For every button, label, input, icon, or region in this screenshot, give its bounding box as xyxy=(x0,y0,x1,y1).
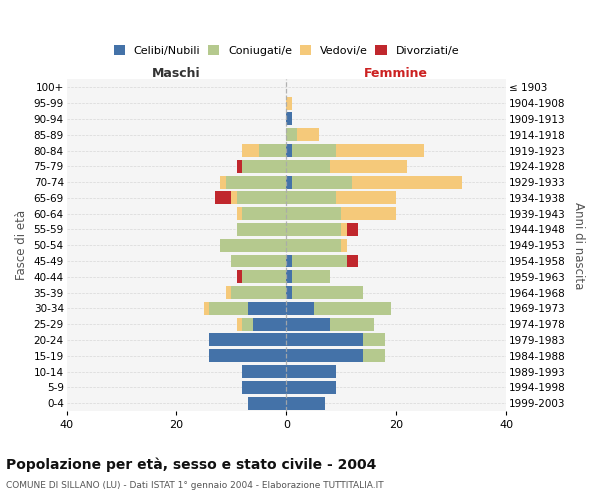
Bar xyxy=(286,128,297,141)
Bar xyxy=(314,302,391,315)
Bar xyxy=(286,192,336,204)
Bar xyxy=(237,223,286,236)
Bar xyxy=(286,207,341,220)
Bar xyxy=(336,192,396,204)
Bar xyxy=(237,160,242,173)
Legend: Celibi/Nubili, Coniugati/e, Vedovi/e, Divorziati/e: Celibi/Nubili, Coniugati/e, Vedovi/e, Di… xyxy=(110,42,463,59)
Bar xyxy=(363,334,385,346)
Bar xyxy=(341,239,347,252)
Bar xyxy=(242,365,286,378)
Bar xyxy=(341,207,396,220)
Bar xyxy=(286,318,330,330)
Bar xyxy=(204,302,209,315)
Bar xyxy=(330,160,407,173)
Bar xyxy=(286,112,292,126)
Bar xyxy=(292,254,347,268)
Bar xyxy=(286,239,341,252)
Bar xyxy=(237,192,286,204)
Bar xyxy=(286,254,292,268)
Bar xyxy=(259,144,286,157)
Bar xyxy=(292,144,336,157)
Text: Popolazione per età, sesso e stato civile - 2004: Popolazione per età, sesso e stato civil… xyxy=(6,458,376,472)
Bar xyxy=(292,176,352,188)
Bar xyxy=(232,192,237,204)
Bar xyxy=(242,270,286,283)
Bar xyxy=(286,365,336,378)
Bar xyxy=(242,160,286,173)
Bar xyxy=(286,144,292,157)
Bar xyxy=(286,334,363,346)
Bar xyxy=(292,286,363,299)
Bar xyxy=(286,286,292,299)
Bar xyxy=(232,254,286,268)
Y-axis label: Anni di nascita: Anni di nascita xyxy=(572,202,585,289)
Bar xyxy=(220,239,286,252)
Bar xyxy=(226,176,286,188)
Text: COMUNE DI SILLANO (LU) - Dati ISTAT 1° gennaio 2004 - Elaborazione TUTTITALIA.IT: COMUNE DI SILLANO (LU) - Dati ISTAT 1° g… xyxy=(6,481,383,490)
Bar xyxy=(209,350,286,362)
Bar xyxy=(297,128,319,141)
Text: Femmine: Femmine xyxy=(364,68,428,80)
Text: Maschi: Maschi xyxy=(152,68,201,80)
Bar xyxy=(242,381,286,394)
Bar xyxy=(286,270,292,283)
Bar xyxy=(242,207,286,220)
Bar xyxy=(286,176,292,188)
Bar xyxy=(286,350,363,362)
Bar xyxy=(286,96,292,110)
Bar xyxy=(286,302,314,315)
Bar xyxy=(253,318,286,330)
Bar xyxy=(232,286,286,299)
Bar xyxy=(286,160,330,173)
Bar xyxy=(330,318,374,330)
Bar xyxy=(237,207,242,220)
Bar xyxy=(215,192,232,204)
Bar xyxy=(237,318,242,330)
Bar xyxy=(286,223,341,236)
Bar xyxy=(363,350,385,362)
Bar xyxy=(292,270,330,283)
Bar xyxy=(347,223,358,236)
Bar xyxy=(220,176,226,188)
Bar xyxy=(226,286,232,299)
Bar xyxy=(242,318,253,330)
Y-axis label: Fasce di età: Fasce di età xyxy=(15,210,28,280)
Bar xyxy=(286,396,325,409)
Bar xyxy=(352,176,462,188)
Bar xyxy=(209,302,248,315)
Bar xyxy=(242,144,259,157)
Bar xyxy=(336,144,424,157)
Bar xyxy=(286,381,336,394)
Bar xyxy=(248,396,286,409)
Bar xyxy=(237,270,242,283)
Bar xyxy=(248,302,286,315)
Bar xyxy=(347,254,358,268)
Bar xyxy=(341,223,347,236)
Bar xyxy=(209,334,286,346)
